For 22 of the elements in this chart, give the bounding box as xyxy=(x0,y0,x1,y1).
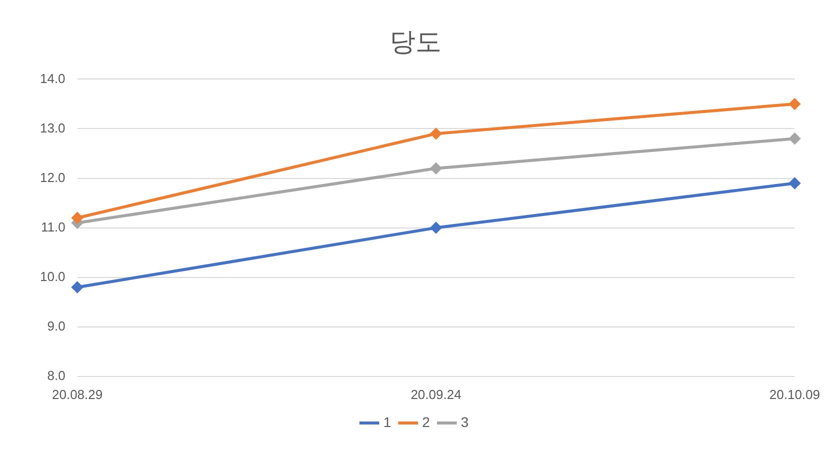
point xyxy=(72,282,83,293)
y-tick-label: 14.0 xyxy=(40,70,66,86)
point xyxy=(430,222,442,234)
y-tick-label: 10.0 xyxy=(40,268,66,284)
point xyxy=(430,162,442,174)
point xyxy=(789,178,800,189)
chart-title: 당도 xyxy=(390,27,442,58)
point xyxy=(72,212,83,224)
point xyxy=(789,98,800,110)
point xyxy=(430,128,442,140)
legend-label: 2 xyxy=(422,414,430,430)
x-tick-label: 20.08.29 xyxy=(52,386,103,402)
y-tick-label: 8.0 xyxy=(47,368,66,383)
point xyxy=(789,133,800,144)
legend-label: 1 xyxy=(383,414,392,430)
x-tick-label: 20.10.09 xyxy=(769,386,820,402)
y-tick-label: 13.0 xyxy=(40,120,66,136)
legend-label: 3 xyxy=(460,414,469,430)
x-tick-label: 20.09.24 xyxy=(410,386,462,402)
y-tick-label: 12.0 xyxy=(40,170,66,185)
y-tick-label: 11.0 xyxy=(40,219,66,234)
y-tick-label: 9.0 xyxy=(47,318,66,334)
